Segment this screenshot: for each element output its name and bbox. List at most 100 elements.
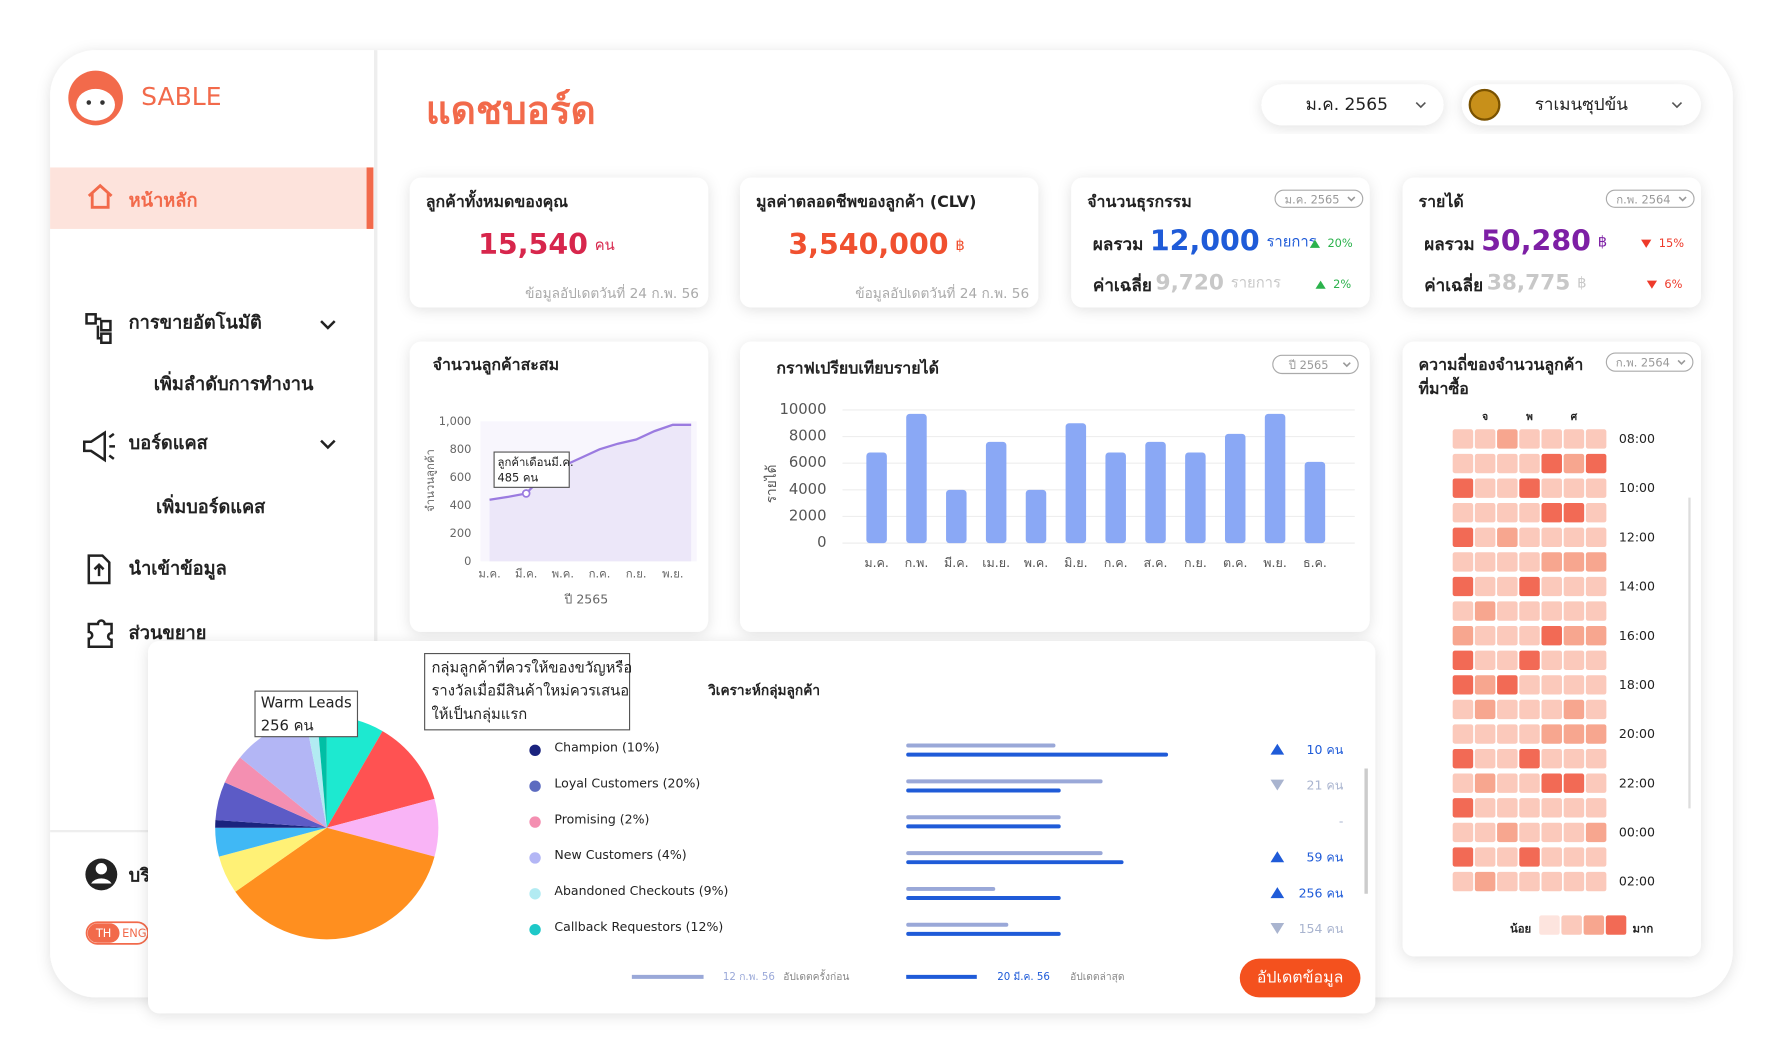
y-tick-label: 0 [464, 554, 471, 568]
nav-item[interactable]: หน้าหลัก [129, 191, 198, 212]
heat-cell [1474, 650, 1496, 670]
heat-cell [1519, 552, 1540, 572]
y-tick-label: 200 [450, 526, 472, 540]
row-label: 10:00 [1619, 480, 1655, 495]
y-tick-label: 2000 [789, 507, 827, 524]
store-select[interactable] [1461, 84, 1701, 126]
trend-down [1270, 923, 1285, 934]
heat-cell [1563, 429, 1585, 449]
nav-item[interactable]: เพิ่มลำดับการทำงาน [154, 371, 314, 395]
heat-cell [1563, 650, 1585, 670]
legend-dot [529, 744, 541, 757]
trend-up [1309, 239, 1321, 248]
heat-cell [1519, 699, 1540, 720]
heat-cell [1474, 626, 1496, 646]
x-tick-label: พ.ย. [662, 566, 683, 580]
x-tick-label: พ.ค. [1024, 555, 1049, 570]
badge[interactable] [1274, 189, 1364, 208]
heat-cell [1541, 503, 1562, 523]
heat-cell [1452, 478, 1474, 498]
heat-cell [1452, 871, 1474, 892]
badge[interactable] [1605, 189, 1695, 208]
segment-label: New Customers (4%) [554, 847, 686, 862]
kpi-unit: คน [595, 237, 615, 254]
nav-item[interactable]: ส่วนขยาย [129, 623, 207, 644]
segment-bar [906, 752, 1169, 757]
segment-label: Promising (2%) [554, 811, 649, 826]
nav-item[interactable]: การขายอัตโนมัติ [129, 311, 262, 333]
kpi-row-label: ค่าเฉลี่ย [1093, 273, 1152, 296]
bar-card [740, 341, 1370, 632]
kpi-card [740, 177, 1039, 308]
heat-cell [1563, 798, 1585, 818]
note-text: กลุ่มลูกค้าที่ควรให้ของขวัญหรือ [431, 656, 632, 676]
heat-cell [1519, 453, 1540, 474]
kpi-unit: ฿ [1598, 234, 1607, 251]
heat-cell [1541, 527, 1562, 548]
trend-down [1646, 280, 1658, 289]
heat-cell [1519, 724, 1540, 744]
pie-slice [326, 716, 383, 828]
segment-bar [906, 779, 1103, 784]
nav-item[interactable]: นำเข้าข้อมูล [129, 558, 227, 580]
heat-cell [1497, 675, 1518, 695]
nav-item[interactable]: เพิ่มบอร์ดแคส [156, 494, 266, 518]
heat-cell [1563, 675, 1585, 695]
bar [1304, 461, 1326, 544]
pie-slice [215, 782, 327, 828]
tooltip-text: Warm Leads [261, 695, 352, 712]
heat-cell [1519, 798, 1540, 818]
badge[interactable] [1272, 354, 1359, 375]
heat-cell [1585, 847, 1607, 867]
x-tick-label: ม.ค. [864, 555, 889, 570]
nav-active[interactable] [50, 167, 374, 229]
x-tick-label: มี.ค. [944, 555, 969, 570]
kpi-change: 20% [1327, 236, 1352, 250]
chart-title: จำนวนลูกค้าสะสม [433, 355, 559, 376]
kpi-value: 9,720 [1156, 271, 1224, 296]
trend-down [1641, 239, 1652, 248]
logo [68, 70, 123, 126]
heat-cell [1585, 724, 1607, 744]
heat-cell [1452, 576, 1474, 597]
bar [1025, 489, 1047, 544]
heat-cell [1474, 847, 1496, 867]
kpi-row-label: ผลรวม [1093, 235, 1143, 255]
heat-cell [1585, 650, 1607, 670]
heat-cell [1585, 871, 1607, 892]
heat-cell [1497, 822, 1518, 843]
heat-cell [1452, 429, 1474, 449]
row-label: 02:00 [1619, 874, 1655, 889]
update-button[interactable] [1239, 958, 1361, 998]
badge[interactable] [1605, 352, 1694, 372]
kpi-value-line: 15,540 คน [478, 228, 615, 261]
heat-cell [1585, 822, 1607, 843]
legend-date: 20 มี.ค. 56 [997, 971, 1050, 983]
heat-cell [1541, 650, 1562, 670]
kpi-change: 6% [1664, 277, 1682, 291]
month-select[interactable] [1261, 84, 1444, 126]
row-label: 00:00 [1619, 824, 1655, 839]
nav-icons [82, 313, 336, 648]
badge-text: ก.พ. 2564 [1616, 192, 1670, 206]
heat-cell [1497, 527, 1518, 548]
heat-cell [1541, 429, 1562, 449]
nav-item[interactable]: บอร์ดแคส [129, 432, 209, 454]
heat-cell [1519, 748, 1540, 769]
bar [1065, 423, 1087, 544]
segment-count: 21 คน [1307, 778, 1344, 793]
pie-slice [326, 798, 439, 857]
tooltip-box [254, 690, 359, 738]
heat-cell [1497, 576, 1518, 597]
heat-cell [1474, 429, 1496, 449]
heat-cell [1585, 453, 1607, 474]
kpi-value: 12,000 [1150, 225, 1260, 258]
chart-title: ที่มาซื้อ [1419, 376, 1469, 398]
x-tick-label: เม.ย. [982, 555, 1010, 570]
heat-cell [1452, 453, 1474, 474]
bar [1185, 452, 1206, 544]
update-button-text[interactable]: อัปเดตข้อมูล [1257, 968, 1344, 988]
tooltip-box [493, 451, 570, 488]
month-select-text: ม.ค. 2565 [1306, 95, 1388, 115]
heat-cell [1474, 798, 1496, 818]
